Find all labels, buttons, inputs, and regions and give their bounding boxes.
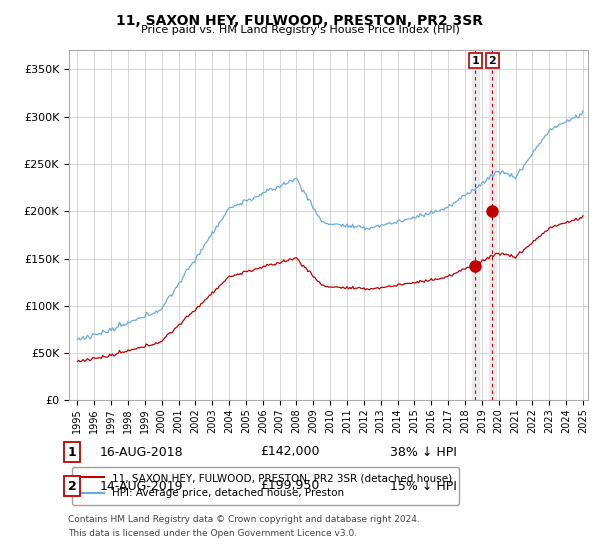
Text: 1: 1 [472,55,479,66]
Text: 2: 2 [68,479,76,492]
Bar [472,50,479,400]
Text: This data is licensed under the Open Government Licence v3.0.: This data is licensed under the Open Gov… [68,530,357,539]
Text: 2: 2 [488,55,496,66]
Text: £199,950: £199,950 [260,479,319,492]
Text: 16-AUG-2018: 16-AUG-2018 [100,446,184,459]
Text: Contains HM Land Registry data © Crown copyright and database right 2024.: Contains HM Land Registry data © Crown c… [68,516,420,525]
Text: 1: 1 [68,446,76,459]
Text: Price paid vs. HM Land Registry's House Price Index (HPI): Price paid vs. HM Land Registry's House … [140,25,460,35]
Text: 14-AUG-2019: 14-AUG-2019 [100,479,184,492]
Bar [489,50,496,400]
Text: 38% ↓ HPI: 38% ↓ HPI [390,446,457,459]
Legend: 11, SAXON HEY, FULWOOD, PRESTON, PR2 3SR (detached house), HPI: Average price, d: 11, SAXON HEY, FULWOOD, PRESTON, PR2 3SR… [71,467,458,505]
Text: £142,000: £142,000 [260,446,320,459]
Text: 15% ↓ HPI: 15% ↓ HPI [390,479,457,492]
Text: 11, SAXON HEY, FULWOOD, PRESTON, PR2 3SR: 11, SAXON HEY, FULWOOD, PRESTON, PR2 3SR [116,14,484,28]
